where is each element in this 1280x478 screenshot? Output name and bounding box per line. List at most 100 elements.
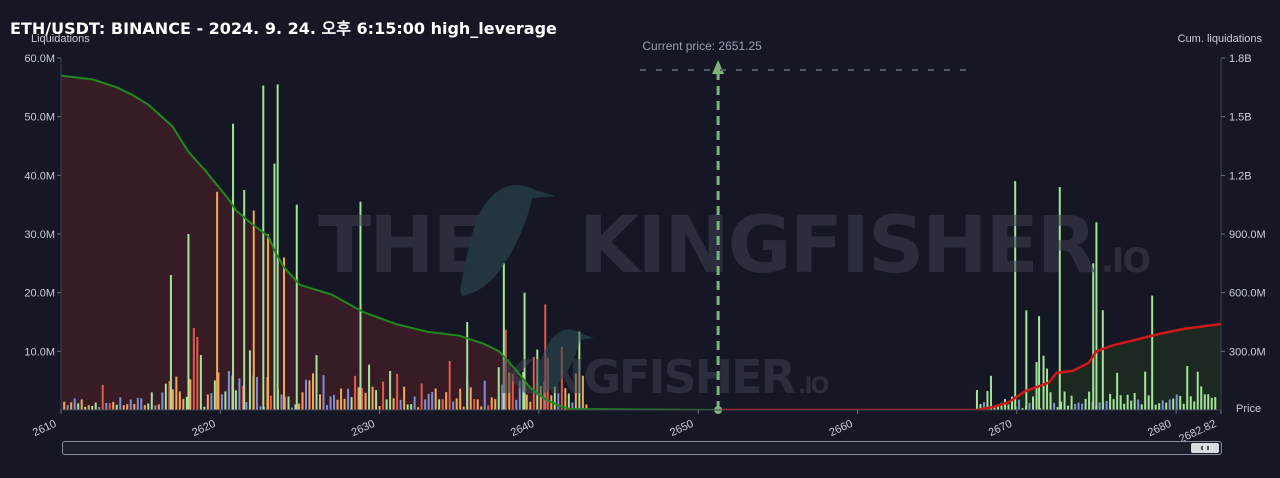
liquidation-bar [1126, 394, 1129, 410]
liquidation-bar [216, 191, 219, 410]
liquidation-bar [243, 190, 246, 410]
x-axis-title: Price [1236, 403, 1261, 415]
liquidation-bar [196, 336, 199, 410]
liquidation-bar [1028, 402, 1031, 410]
liquidation-bar [1207, 394, 1210, 410]
liquidation-bar [304, 379, 307, 410]
range-scrollbar[interactable] [62, 441, 1222, 455]
short-cum-area [61, 75, 719, 410]
liquidation-bar [417, 407, 420, 410]
liquidation-bar [1014, 181, 1017, 410]
liquidation-bar [147, 403, 150, 410]
liquidation-bar [497, 367, 500, 410]
liquidation-bar [399, 399, 402, 410]
liquidation-bar [1060, 401, 1063, 410]
liquidation-bar [522, 371, 525, 410]
y-left-tick-label: 50.0M [24, 112, 55, 124]
liquidation-bar [164, 383, 167, 410]
liquidation-bar [502, 263, 505, 410]
liquidation-bar [280, 394, 283, 410]
liquidation-bar [359, 201, 362, 410]
liquidation-bar [1007, 404, 1010, 410]
y-left-tick-label: 10.0M [24, 346, 55, 358]
liquidation-bar [203, 406, 206, 410]
liquidation-bar [996, 405, 999, 410]
liquidation-bar [340, 388, 343, 410]
liquidation-bar [354, 375, 357, 410]
liquidation-bar [269, 395, 272, 410]
liquidation-bar [140, 398, 143, 410]
liquidation-bar [1168, 399, 1171, 410]
liquidation-bar [504, 329, 507, 410]
liquidation-bar [287, 396, 290, 410]
short-cum-line [61, 74, 719, 410]
scrollbar-handle[interactable] [1191, 443, 1219, 453]
liquidation-bar [94, 402, 97, 410]
liquidation-bar [294, 404, 297, 410]
liquidation-bar [1056, 407, 1059, 410]
liquidation-bar [982, 402, 985, 410]
liquidation-bar [1049, 392, 1052, 410]
liquidation-bar [459, 388, 462, 410]
left-axis-title: Liquidations [31, 33, 90, 45]
liquidation-bar [273, 163, 276, 410]
liquidation-bar [1063, 391, 1066, 410]
liquidation-bar [101, 384, 104, 410]
liquidation-bar [1182, 403, 1185, 410]
liquidation-bar [115, 404, 118, 410]
y-left-tick-label: 40.0M [24, 170, 55, 182]
liquidation-bar [199, 355, 202, 410]
liquidation-bar [515, 399, 518, 410]
liquidation-bar [371, 386, 374, 410]
liquidation-bar [1147, 395, 1150, 410]
liquidation-bar [557, 393, 560, 410]
liquidation-bar [133, 403, 136, 410]
liquidation-bar [297, 403, 300, 410]
liquidation-bar [487, 405, 490, 410]
liquidation-bar [539, 386, 542, 410]
liquidation-bar [1112, 399, 1115, 410]
y-right-tick-label: 600.0M [1229, 288, 1266, 300]
liquidation-bar [232, 123, 235, 410]
liquidation-bar [462, 406, 465, 410]
liquidation-bar [1032, 396, 1035, 410]
liquidation-bar [1130, 400, 1133, 410]
liquidation-bar [368, 364, 371, 410]
liquidation-bar [1025, 310, 1028, 410]
liquidation-bar [525, 394, 528, 410]
liquidation-bar [553, 386, 556, 410]
y-right-tick-label: 900.0M [1229, 229, 1266, 241]
liquidation-bar [410, 404, 413, 410]
liquidation-bar [567, 393, 570, 410]
liquidation-bar [979, 403, 982, 410]
liquidation-bar [1092, 263, 1095, 410]
liquidation-bar [73, 398, 76, 410]
liquidation-bar [508, 372, 511, 410]
liquidation-bar [434, 388, 437, 410]
liquidation-bar [448, 360, 451, 410]
liquidation-bar [187, 234, 190, 410]
liquidation-bar [511, 373, 514, 410]
liquidation-bar [192, 328, 195, 410]
liquidation-bar [357, 387, 360, 410]
liquidation-bar [333, 394, 336, 410]
liquidation-bar [585, 404, 588, 410]
liquidation-bar [1081, 403, 1084, 410]
liquidation-bar [1196, 371, 1199, 410]
cum-lines [61, 74, 1221, 410]
x-tick-label: 2610 [31, 418, 58, 439]
liquidation-bar [518, 380, 521, 410]
liquidation-bar [1018, 399, 1021, 410]
liquidation-bar [1046, 368, 1049, 410]
liquidation-bar [336, 399, 339, 410]
liquidation-bar [1179, 395, 1182, 410]
liquidation-bar [63, 401, 66, 410]
liquidation-bar [1200, 386, 1203, 410]
liquidation-bar [1133, 393, 1136, 410]
liquidation-bar [255, 376, 258, 410]
liquidation-bar [213, 380, 216, 410]
liquidation-bar [452, 401, 455, 410]
liquidation-bar [1011, 396, 1014, 410]
liquidation-bar [378, 406, 381, 410]
